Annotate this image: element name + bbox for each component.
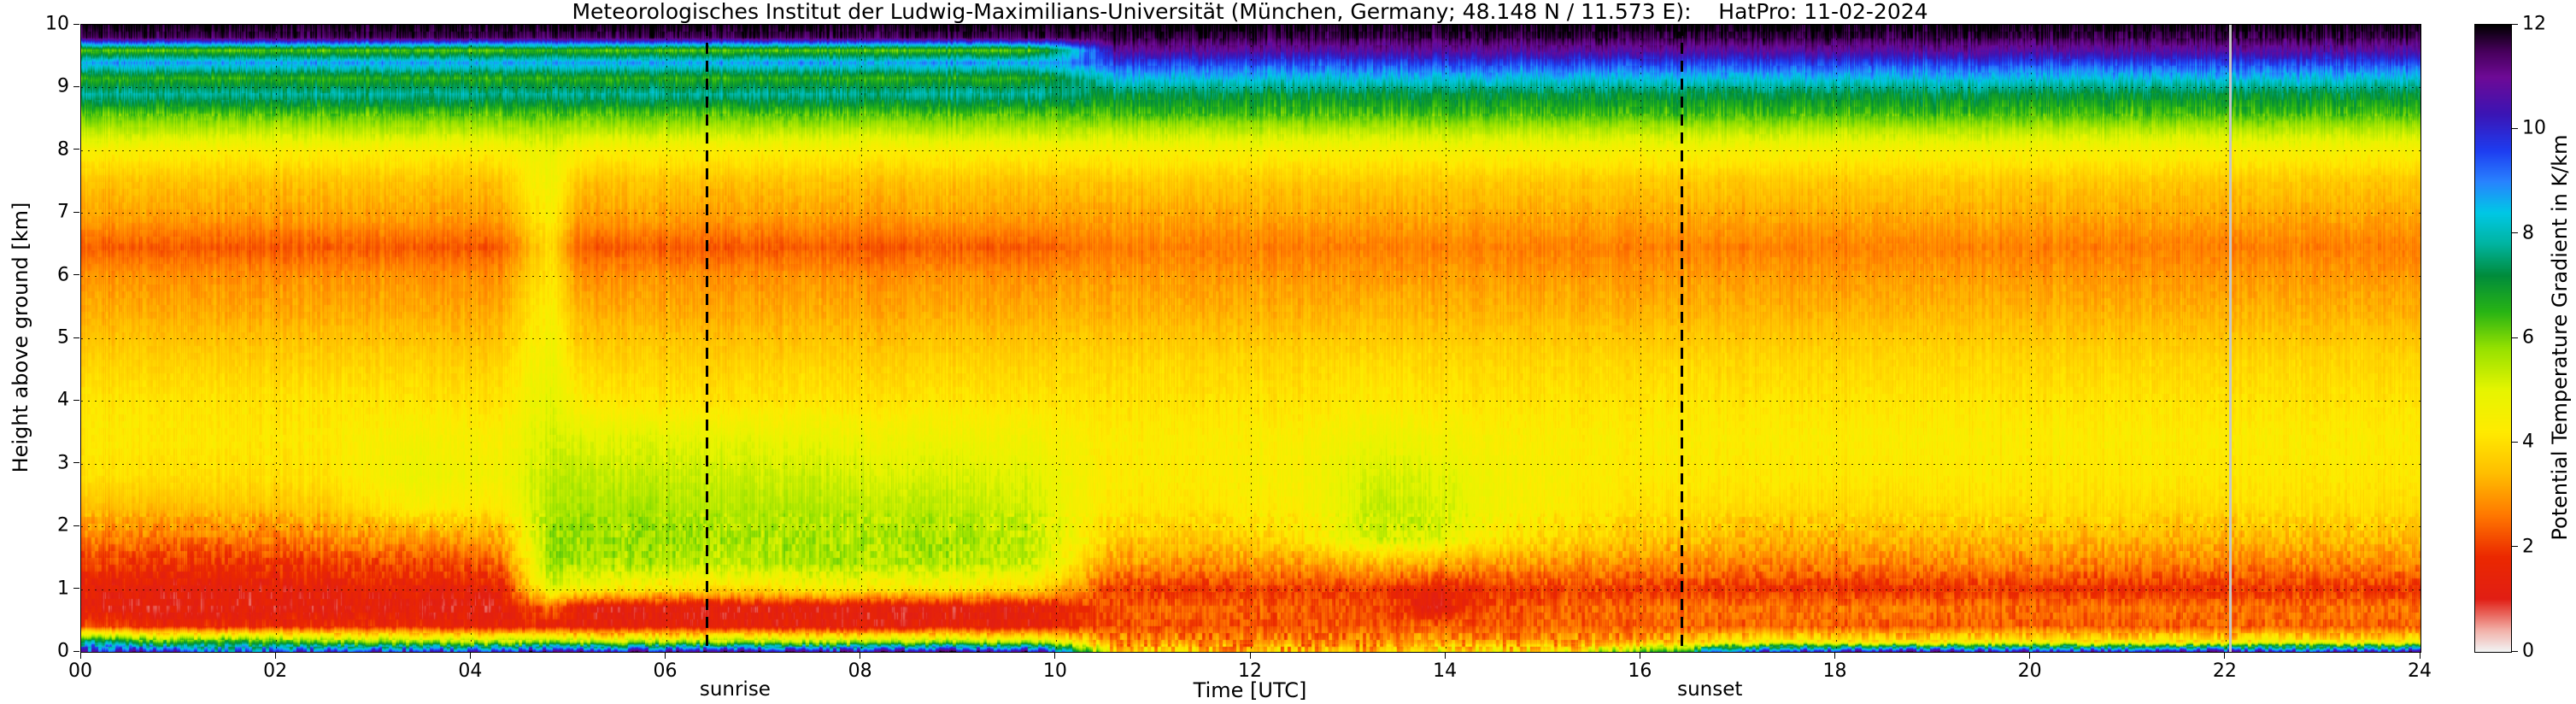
colorbar-tick-label: 12 — [2522, 13, 2546, 35]
colorbar-tick — [2512, 23, 2518, 25]
x-axis-label: Time [UTC] — [1193, 678, 1307, 702]
colorbar-tick-label: 2 — [2522, 536, 2534, 558]
x-tick — [1054, 653, 1056, 659]
colorbar-tick — [2512, 546, 2518, 548]
y-tick — [73, 274, 79, 276]
colorbar-label: Potential Temperature Gradient in K/km — [2548, 134, 2572, 541]
x-tick-label: 20 — [2017, 660, 2042, 682]
x-tick-label: 12 — [1238, 660, 1262, 682]
y-tick-label: 10 — [45, 13, 69, 35]
x-tick-label: 22 — [2212, 660, 2237, 682]
grid-line-horizontal — [81, 213, 2421, 214]
y-axis-label: Height above ground [km] — [9, 202, 32, 473]
grid-line-horizontal — [81, 87, 2421, 89]
x-tick-label: 14 — [1433, 660, 1458, 682]
y-tick-label: 0 — [57, 640, 69, 662]
y-tick-label: 2 — [57, 514, 69, 537]
colorbar-tick — [2512, 441, 2518, 443]
x-tick — [665, 653, 666, 659]
x-tick — [274, 653, 276, 659]
x-tick-label: 10 — [1042, 660, 1067, 682]
grid-line-horizontal — [81, 401, 2421, 402]
x-tick-label: 08 — [848, 660, 872, 682]
colorbar-tick — [2512, 127, 2518, 129]
y-tick — [73, 588, 79, 590]
y-tick-label: 3 — [57, 452, 69, 474]
y-tick-label: 7 — [57, 201, 69, 223]
x-tick — [79, 653, 81, 659]
grid-line-horizontal — [81, 275, 2421, 277]
data-gap-line — [2229, 25, 2233, 652]
sunrise-line — [705, 25, 708, 652]
grid-line-horizontal — [81, 526, 2421, 528]
y-tick — [73, 462, 79, 464]
y-tick — [73, 149, 79, 150]
x-tick-label: 18 — [1822, 660, 1847, 682]
sunset-line — [1680, 25, 1683, 652]
y-tick-label: 4 — [57, 389, 69, 411]
colorbar-tick — [2512, 337, 2518, 338]
x-tick — [1249, 653, 1251, 659]
y-tick-label: 5 — [57, 326, 69, 349]
x-tick-label: 02 — [263, 660, 288, 682]
chart-title: Meteorologisches Institut der Ludwig-Max… — [572, 0, 1928, 24]
plot-area — [80, 24, 2421, 653]
x-tick-label: 24 — [2408, 660, 2432, 682]
colorbar-tick-label: 6 — [2522, 326, 2534, 349]
y-tick — [73, 525, 79, 526]
x-tick — [2224, 653, 2226, 659]
y-tick — [73, 337, 79, 338]
x-tick — [2419, 653, 2421, 659]
x-tick-label: 00 — [68, 660, 92, 682]
grid-line-horizontal — [81, 338, 2421, 339]
colorbar-tick-label: 10 — [2522, 117, 2546, 139]
colorbar-tick-label: 0 — [2522, 640, 2534, 662]
colorbar-tick-label: 4 — [2522, 431, 2534, 453]
x-tick-label: 16 — [1628, 660, 1652, 682]
sunset-label: sunset — [1677, 678, 1743, 701]
y-tick-label: 1 — [57, 578, 69, 600]
colorbar-tick-label: 8 — [2522, 222, 2534, 244]
colorbar-gradient — [2475, 25, 2511, 652]
y-tick — [73, 85, 79, 87]
x-tick — [1444, 653, 1446, 659]
y-tick — [73, 650, 79, 652]
y-tick-label: 9 — [57, 75, 69, 97]
grid-line-horizontal — [81, 463, 2421, 465]
y-tick-label: 6 — [57, 264, 69, 286]
x-tick — [1834, 653, 1835, 659]
y-tick — [73, 211, 79, 213]
grid-line-horizontal — [81, 150, 2421, 151]
y-tick — [73, 399, 79, 401]
colorbar — [2474, 24, 2512, 653]
colorbar-tick — [2512, 232, 2518, 234]
x-tick — [469, 653, 471, 659]
y-tick — [73, 23, 79, 25]
x-tick-label: 04 — [458, 660, 483, 682]
sunrise-label: sunrise — [699, 678, 771, 701]
x-tick-label: 06 — [653, 660, 678, 682]
y-tick-label: 8 — [57, 138, 69, 161]
colorbar-tick — [2512, 650, 2518, 652]
x-tick — [2029, 653, 2031, 659]
